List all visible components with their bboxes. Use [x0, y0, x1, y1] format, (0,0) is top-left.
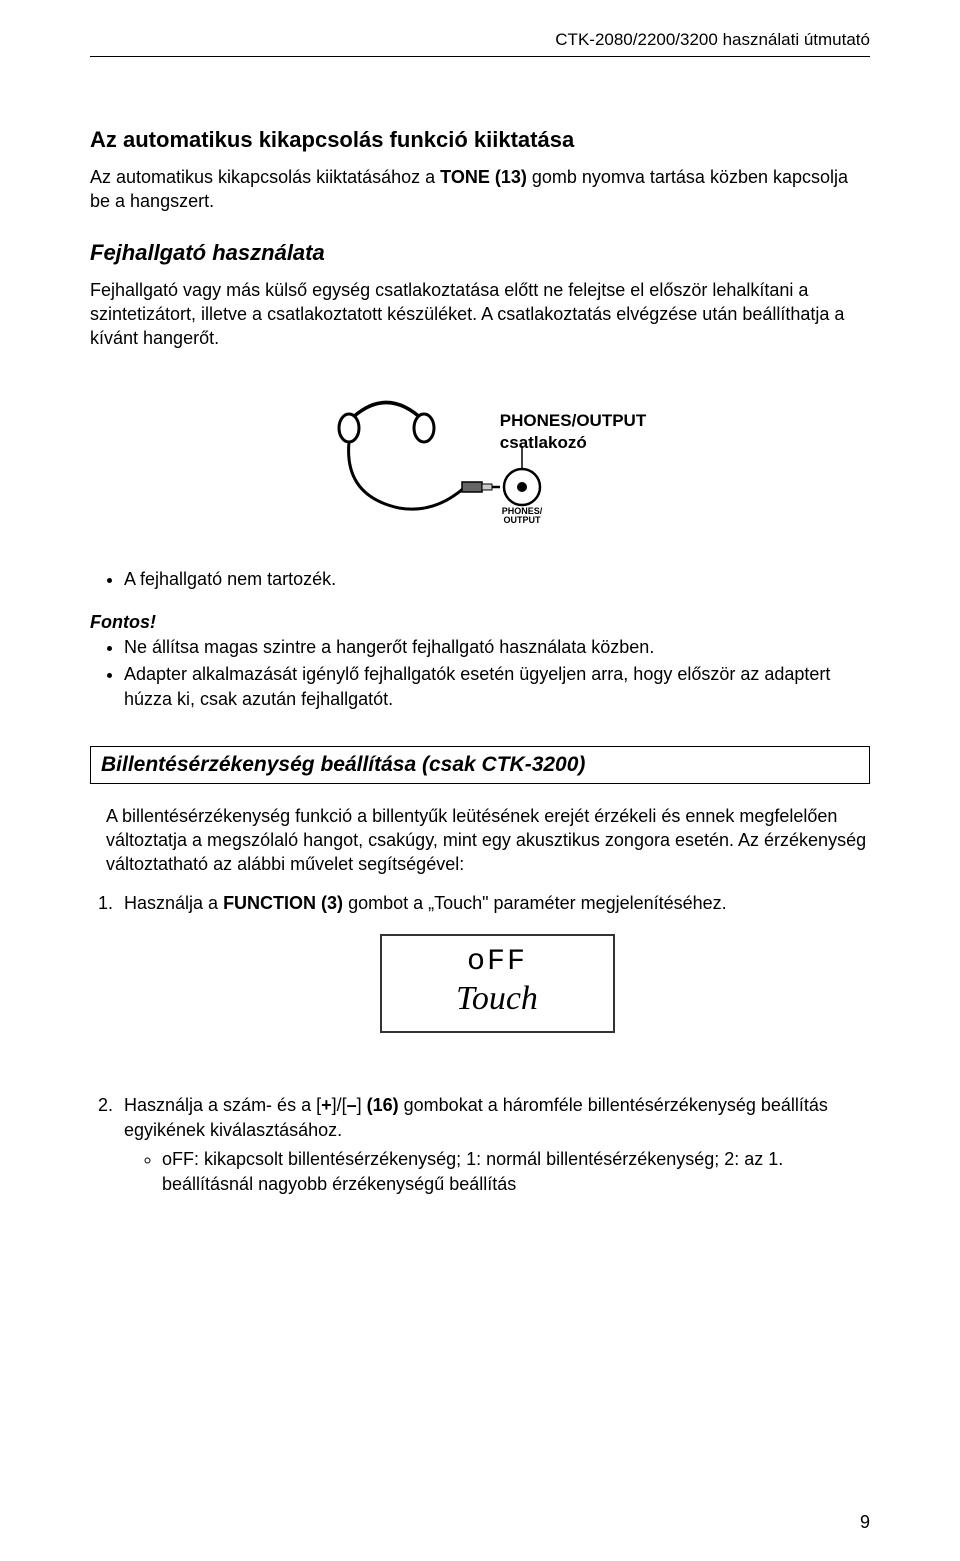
step1-bold: FUNCTION (3)	[223, 893, 343, 913]
section1-body: Az automatikus kikapcsolás kiiktatásához…	[90, 165, 870, 214]
step2-minus: –	[347, 1095, 357, 1115]
manual-page: CTK-2080/2200/3200 használati útmutató A…	[0, 0, 960, 1561]
step-2: Használja a szám- és a [+]/[–] (16) gomb…	[118, 1093, 870, 1198]
headphone-diagram: PHONES/ OUTPUT PHONES/OUTPUT csatlakozó	[90, 376, 870, 531]
step2-sub-item: oFF: kikapcsolt billentésérzékenység; 1:…	[162, 1147, 870, 1197]
section2-body: Fejhallgató vagy más külső egység csatla…	[90, 278, 870, 351]
section3-box: Billentésérzékenység beállítása (csak CT…	[90, 746, 870, 784]
accessory-bullet-list: A fejhallgató nem tartozék.	[90, 567, 870, 592]
diagram-label-top: PHONES/OUTPUT	[500, 410, 646, 431]
step-1: Használja a FUNCTION (3) gombot a „Touch…	[118, 891, 870, 1033]
lcd-display: oFF Touch	[380, 934, 615, 1033]
jack-small-label-2: OUTPUT	[503, 515, 541, 525]
important-item-2: Adapter alkalmazását igénylő fejhallgató…	[124, 662, 870, 712]
step2-sublist: oFF: kikapcsolt billentésérzékenység; 1:…	[124, 1147, 870, 1197]
accessory-note: A fejhallgató nem tartozék.	[124, 567, 870, 592]
important-label: Fontos!	[90, 612, 870, 633]
step2-pre: Használja a szám- és a [	[124, 1095, 321, 1115]
step2-mid: ]/[	[332, 1095, 347, 1115]
step2-bold: (16)	[367, 1095, 399, 1115]
step1-pre: Használja a	[124, 893, 223, 913]
page-number: 9	[860, 1512, 870, 1533]
step1-post: gombot a „Touch" paraméter megjelenítésé…	[343, 893, 727, 913]
section3-intro: A billentésérzékenység funkció a billent…	[106, 804, 870, 877]
lcd-line2: Touch	[382, 981, 613, 1017]
section2-heading: Fejhallgató használata	[90, 240, 870, 266]
lcd-line1: oFF	[382, 946, 613, 979]
header-rule	[90, 56, 870, 57]
diagram-label-bottom: csatlakozó	[500, 432, 646, 453]
header-doc-title: CTK-2080/2200/3200 használati útmutató	[90, 30, 870, 50]
section3-steps: Használja a FUNCTION (3) gombot a „Touch…	[90, 891, 870, 1198]
important-list: Ne állítsa magas szintre a hangerőt fejh…	[90, 635, 870, 711]
section3-heading: Billentésérzékenység beállítása (csak CT…	[101, 753, 585, 776]
section1-heading: Az automatikus kikapcsolás funkció kiikt…	[90, 127, 870, 153]
important-item-1: Ne állítsa magas szintre a hangerőt fejh…	[124, 635, 870, 660]
step2-plus: +	[321, 1095, 332, 1115]
step2-post1: ]	[357, 1095, 367, 1115]
